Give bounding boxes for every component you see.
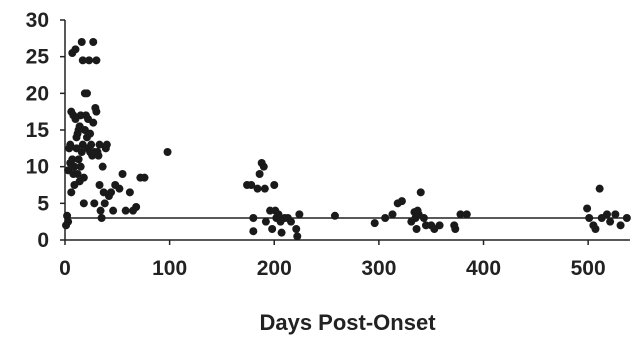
y-axis-tick-labels: 0 5 10 15 20 25 30	[26, 9, 50, 252]
data-point	[89, 38, 98, 46]
data-point	[451, 225, 460, 233]
data-point	[247, 181, 256, 189]
data-point	[82, 89, 91, 98]
data-point	[77, 148, 86, 156]
data-point	[125, 188, 134, 197]
data-point	[330, 211, 339, 220]
data-point	[77, 38, 86, 46]
data-point	[67, 188, 76, 197]
y-tick-label: 30	[26, 9, 49, 32]
data-points	[62, 38, 631, 241]
data-point	[89, 118, 98, 127]
data-point	[595, 184, 604, 193]
data-point	[79, 199, 88, 208]
data-point	[96, 206, 105, 215]
data-point	[78, 56, 87, 65]
data-point	[86, 129, 95, 138]
data-point	[68, 155, 77, 164]
data-point	[270, 181, 279, 189]
data-point	[132, 203, 141, 211]
data-point	[277, 228, 286, 237]
data-point	[259, 162, 268, 171]
data-point	[107, 188, 116, 197]
y-tick-label: 25	[26, 46, 50, 69]
data-point	[416, 188, 425, 197]
data-point	[583, 204, 592, 213]
data-point	[419, 214, 428, 222]
y-tick-label: 20	[26, 82, 49, 105]
data-point	[260, 184, 269, 193]
data-point	[102, 140, 111, 149]
x-tick-label: 100	[152, 257, 187, 280]
data-point	[456, 210, 465, 219]
data-point	[79, 173, 88, 182]
y-tick-label: 15	[26, 119, 50, 142]
data-point	[462, 210, 471, 219]
data-point	[87, 140, 96, 149]
data-point	[76, 162, 85, 171]
data-point	[95, 140, 104, 149]
data-point	[92, 56, 101, 65]
data-point	[295, 210, 304, 219]
data-point	[611, 210, 620, 219]
data-point	[97, 214, 106, 222]
x-tick-label: 200	[257, 257, 292, 280]
data-point	[163, 148, 172, 156]
data-point	[98, 162, 107, 171]
data-point	[73, 170, 82, 178]
data-point	[397, 197, 406, 206]
data-point	[435, 221, 444, 230]
data-point	[118, 170, 127, 178]
data-point	[606, 217, 615, 226]
y-tick-label: 10	[26, 156, 49, 179]
y-tick-label: 0	[37, 229, 49, 252]
data-point	[388, 210, 397, 219]
data-point	[293, 232, 302, 241]
data-point	[602, 210, 611, 219]
data-point	[90, 199, 99, 208]
data-point	[249, 214, 258, 222]
data-point	[64, 217, 73, 226]
data-point	[92, 107, 101, 116]
data-point	[616, 221, 625, 230]
data-point	[370, 219, 379, 228]
data-point	[140, 173, 149, 182]
data-point	[100, 199, 109, 208]
data-point	[95, 181, 104, 189]
data-point	[591, 225, 600, 233]
data-point	[292, 225, 301, 233]
data-point	[274, 210, 283, 219]
data-point	[412, 225, 421, 233]
axis-ticks	[60, 19, 589, 245]
x-tick-label: 500	[571, 257, 606, 280]
data-point	[109, 206, 118, 215]
data-point	[74, 155, 83, 164]
x-tick-label: 0	[59, 257, 71, 280]
y-tick-label: 5	[37, 192, 49, 215]
data-point	[85, 56, 94, 65]
data-point	[253, 184, 262, 193]
data-point	[94, 151, 103, 160]
data-point	[261, 217, 270, 226]
data-point	[249, 227, 258, 236]
x-tick-label: 300	[361, 257, 396, 280]
data-point	[255, 170, 264, 178]
data-point	[622, 214, 631, 222]
data-point	[585, 214, 594, 222]
data-point	[71, 45, 80, 54]
data-point	[66, 140, 75, 149]
x-axis-tick-labels: 0 100 200 300 400 500	[59, 257, 606, 280]
x-axis-title: Days Post-Onset	[259, 310, 436, 335]
data-point	[287, 217, 295, 226]
data-point	[121, 206, 130, 215]
data-point	[70, 162, 79, 171]
axes	[64, 20, 630, 241]
data-point	[268, 225, 277, 233]
x-tick-label: 400	[466, 257, 501, 280]
data-point	[115, 184, 124, 193]
data-point	[381, 214, 390, 222]
